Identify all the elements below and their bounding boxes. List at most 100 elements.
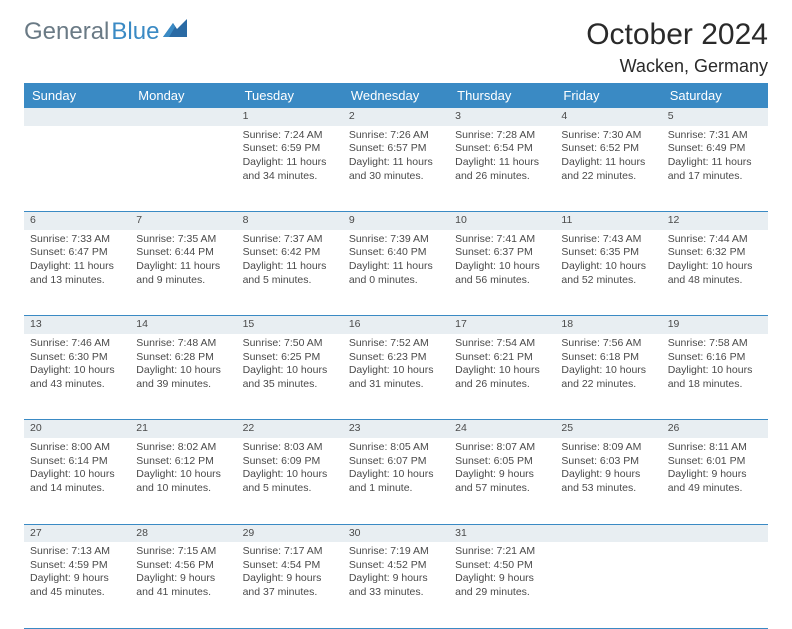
sunset-text: Sunset: 6:35 PM: [561, 246, 655, 260]
day-number: 30: [343, 524, 449, 542]
sunrise-text: Sunrise: 7:52 AM: [349, 337, 443, 351]
sunrise-text: Sunrise: 7:56 AM: [561, 337, 655, 351]
sunrise-text: Sunrise: 8:11 AM: [668, 441, 762, 455]
sunrise-text: Sunrise: 7:44 AM: [668, 233, 762, 247]
sunrise-text: Sunrise: 7:50 AM: [243, 337, 337, 351]
sunrise-text: Sunrise: 7:13 AM: [30, 545, 124, 559]
day-cell: Sunrise: 7:41 AMSunset: 6:37 PMDaylight:…: [449, 230, 555, 316]
day-number: [24, 108, 130, 126]
day-header: Friday: [555, 83, 661, 108]
sunset-text: Sunset: 6:47 PM: [30, 246, 124, 260]
daylight-text: Daylight: 11 hours and 30 minutes.: [349, 156, 443, 183]
day-number: 1: [237, 108, 343, 126]
daylight-text: Daylight: 10 hours and 10 minutes.: [136, 468, 230, 495]
sunset-text: Sunset: 6:49 PM: [668, 142, 762, 156]
day-cell: Sunrise: 7:43 AMSunset: 6:35 PMDaylight:…: [555, 230, 661, 316]
day-number: 26: [662, 420, 768, 438]
sunrise-text: Sunrise: 7:19 AM: [349, 545, 443, 559]
day-cell: Sunrise: 8:05 AMSunset: 6:07 PMDaylight:…: [343, 438, 449, 524]
sunrise-text: Sunrise: 7:30 AM: [561, 129, 655, 143]
sunset-text: Sunset: 4:59 PM: [30, 559, 124, 573]
day-number: [662, 524, 768, 542]
day-number: 12: [662, 212, 768, 230]
sunset-text: Sunset: 6:16 PM: [668, 351, 762, 365]
sunset-text: Sunset: 6:03 PM: [561, 455, 655, 469]
day-cell: [130, 126, 236, 212]
day-cell: Sunrise: 8:11 AMSunset: 6:01 PMDaylight:…: [662, 438, 768, 524]
day-number: 7: [130, 212, 236, 230]
daylight-text: Daylight: 11 hours and 9 minutes.: [136, 260, 230, 287]
sunset-text: Sunset: 6:01 PM: [668, 455, 762, 469]
daylight-text: Daylight: 11 hours and 34 minutes.: [243, 156, 337, 183]
day-cell: [24, 126, 130, 212]
daylight-text: Daylight: 11 hours and 22 minutes.: [561, 156, 655, 183]
daylight-text: Daylight: 10 hours and 52 minutes.: [561, 260, 655, 287]
daylight-text: Daylight: 10 hours and 1 minute.: [349, 468, 443, 495]
day-number: 31: [449, 524, 555, 542]
day-number: 22: [237, 420, 343, 438]
brand-logo: GeneralBlue: [24, 18, 187, 46]
day-cell: [555, 542, 661, 628]
daylight-text: Daylight: 10 hours and 43 minutes.: [30, 364, 124, 391]
day-cell: Sunrise: 7:48 AMSunset: 6:28 PMDaylight:…: [130, 334, 236, 420]
calendar-body: 12345Sunrise: 7:24 AMSunset: 6:59 PMDayl…: [24, 108, 768, 628]
sunrise-text: Sunrise: 7:35 AM: [136, 233, 230, 247]
sunrise-text: Sunrise: 7:43 AM: [561, 233, 655, 247]
sunset-text: Sunset: 6:30 PM: [30, 351, 124, 365]
sunset-text: Sunset: 6:21 PM: [455, 351, 549, 365]
daylight-text: Daylight: 10 hours and 56 minutes.: [455, 260, 549, 287]
sunset-text: Sunset: 6:05 PM: [455, 455, 549, 469]
day-header: Saturday: [662, 83, 768, 108]
sunset-text: Sunset: 6:09 PM: [243, 455, 337, 469]
calendar-header-row: SundayMondayTuesdayWednesdayThursdayFrid…: [24, 83, 768, 108]
day-header: Thursday: [449, 83, 555, 108]
day-cell: Sunrise: 7:21 AMSunset: 4:50 PMDaylight:…: [449, 542, 555, 628]
sunrise-text: Sunrise: 7:21 AM: [455, 545, 549, 559]
sunrise-text: Sunrise: 7:54 AM: [455, 337, 549, 351]
sunset-text: Sunset: 6:37 PM: [455, 246, 549, 260]
sunset-text: Sunset: 6:54 PM: [455, 142, 549, 156]
day-cell: Sunrise: 7:54 AMSunset: 6:21 PMDaylight:…: [449, 334, 555, 420]
daylight-text: Daylight: 10 hours and 22 minutes.: [561, 364, 655, 391]
day-number: 20: [24, 420, 130, 438]
day-number: 23: [343, 420, 449, 438]
daylight-text: Daylight: 10 hours and 18 minutes.: [668, 364, 762, 391]
day-cell: Sunrise: 7:52 AMSunset: 6:23 PMDaylight:…: [343, 334, 449, 420]
day-cell: Sunrise: 7:13 AMSunset: 4:59 PMDaylight:…: [24, 542, 130, 628]
sunrise-text: Sunrise: 8:03 AM: [243, 441, 337, 455]
sunset-text: Sunset: 6:18 PM: [561, 351, 655, 365]
day-cell: Sunrise: 7:39 AMSunset: 6:40 PMDaylight:…: [343, 230, 449, 316]
sunset-text: Sunset: 4:54 PM: [243, 559, 337, 573]
day-number: 14: [130, 316, 236, 334]
day-cell: Sunrise: 7:24 AMSunset: 6:59 PMDaylight:…: [237, 126, 343, 212]
daylight-text: Daylight: 11 hours and 13 minutes.: [30, 260, 124, 287]
sunset-text: Sunset: 6:42 PM: [243, 246, 337, 260]
day-cell: Sunrise: 7:56 AMSunset: 6:18 PMDaylight:…: [555, 334, 661, 420]
daylight-text: Daylight: 10 hours and 39 minutes.: [136, 364, 230, 391]
day-number: 13: [24, 316, 130, 334]
day-cell: Sunrise: 7:31 AMSunset: 6:49 PMDaylight:…: [662, 126, 768, 212]
day-cell: Sunrise: 7:35 AMSunset: 6:44 PMDaylight:…: [130, 230, 236, 316]
sunrise-text: Sunrise: 7:26 AM: [349, 129, 443, 143]
sunrise-text: Sunrise: 8:09 AM: [561, 441, 655, 455]
brand-part2: Blue: [111, 18, 159, 46]
sunset-text: Sunset: 6:14 PM: [30, 455, 124, 469]
sunrise-text: Sunrise: 7:58 AM: [668, 337, 762, 351]
day-cell: Sunrise: 7:30 AMSunset: 6:52 PMDaylight:…: [555, 126, 661, 212]
day-header: Wednesday: [343, 83, 449, 108]
sunrise-text: Sunrise: 8:00 AM: [30, 441, 124, 455]
daylight-text: Daylight: 10 hours and 31 minutes.: [349, 364, 443, 391]
sunset-text: Sunset: 6:52 PM: [561, 142, 655, 156]
sunset-text: Sunset: 6:25 PM: [243, 351, 337, 365]
day-number: 27: [24, 524, 130, 542]
day-cell: Sunrise: 7:26 AMSunset: 6:57 PMDaylight:…: [343, 126, 449, 212]
day-cell: Sunrise: 7:37 AMSunset: 6:42 PMDaylight:…: [237, 230, 343, 316]
day-cell: Sunrise: 8:02 AMSunset: 6:12 PMDaylight:…: [130, 438, 236, 524]
day-number: 21: [130, 420, 236, 438]
sunrise-text: Sunrise: 7:33 AM: [30, 233, 124, 247]
day-number: 9: [343, 212, 449, 230]
day-header: Tuesday: [237, 83, 343, 108]
day-number: 19: [662, 316, 768, 334]
sunrise-text: Sunrise: 7:28 AM: [455, 129, 549, 143]
sunset-text: Sunset: 6:28 PM: [136, 351, 230, 365]
